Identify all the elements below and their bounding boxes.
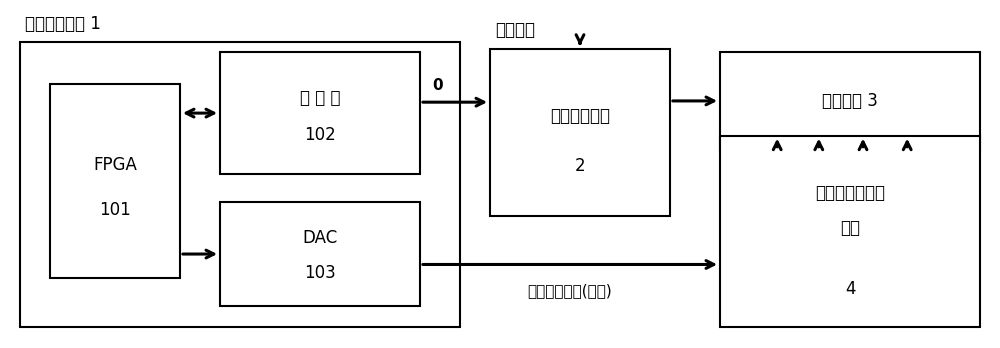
Text: 状态控制: 状态控制	[495, 21, 535, 39]
Bar	[20, 42, 460, 327]
Text: 4: 4	[845, 280, 855, 298]
Text: 103: 103	[304, 264, 336, 282]
Text: 102: 102	[304, 126, 336, 144]
Bar	[720, 52, 980, 150]
Text: 状态控制模块 1: 状态控制模块 1	[25, 15, 101, 33]
Text: 2: 2	[575, 157, 585, 175]
Text: 脉冲矢量网络分: 脉冲矢量网络分	[815, 184, 885, 202]
Text: 析仪: 析仪	[840, 219, 860, 237]
Text: 101: 101	[99, 201, 131, 219]
Bar	[220, 52, 420, 174]
Text: 数字阵列模块: 数字阵列模块	[550, 106, 610, 125]
Text: FPGA: FPGA	[93, 156, 137, 174]
Bar	[50, 84, 180, 278]
Text: 光 模 块: 光 模 块	[300, 89, 340, 108]
Text: DAC: DAC	[302, 229, 338, 247]
Text: 0: 0	[432, 78, 443, 94]
Bar	[490, 49, 670, 216]
Bar	[220, 202, 420, 306]
Bar	[720, 136, 980, 327]
Text: 开关网络 3: 开关网络 3	[822, 92, 878, 110]
Text: 外部脉冲输入(同步): 外部脉冲输入(同步)	[528, 284, 612, 299]
